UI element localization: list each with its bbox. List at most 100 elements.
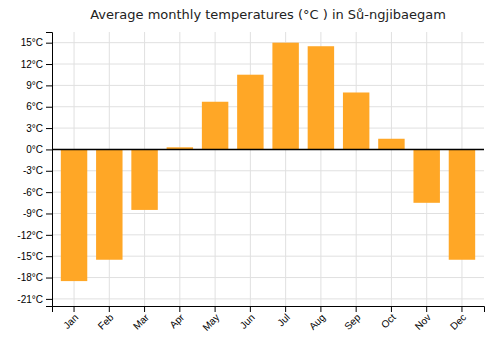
tick: Nov bbox=[413, 306, 433, 332]
bar bbox=[378, 139, 404, 150]
grid-line-y bbox=[52, 64, 484, 65]
tick: May bbox=[200, 306, 221, 333]
grid-line-y bbox=[52, 128, 484, 129]
tick-label: 6°C bbox=[26, 101, 43, 112]
tick-mark bbox=[46, 85, 52, 86]
tick-label: Jun bbox=[238, 312, 257, 331]
tick-mark bbox=[285, 306, 286, 312]
axis-line bbox=[46, 33, 53, 307]
plot: -21°C -18°C -15°C -12°C -9°C -6°C -3°C 0°C 3°C 6°… bbox=[17, 32, 484, 333]
tick: -9°C bbox=[23, 208, 52, 219]
grid bbox=[52, 32, 484, 306]
tick: Jun bbox=[238, 306, 257, 331]
tick-mark bbox=[46, 64, 52, 65]
tick-mark bbox=[320, 306, 321, 312]
bar bbox=[343, 92, 369, 149]
tick-label: 3°C bbox=[26, 123, 43, 134]
tick-label: Jul bbox=[275, 312, 292, 329]
grid-line-y bbox=[52, 42, 484, 43]
tick-label: Aug bbox=[307, 312, 327, 332]
tick-mark bbox=[179, 306, 180, 312]
grid-line-x bbox=[215, 32, 216, 306]
tick-mark bbox=[250, 306, 251, 312]
tick: Aug bbox=[307, 306, 327, 332]
tick-mark bbox=[46, 149, 52, 150]
tick-mark bbox=[74, 306, 75, 312]
tick-mark bbox=[46, 299, 52, 300]
grid-line-y bbox=[52, 106, 484, 107]
tick-mark bbox=[46, 278, 52, 279]
tick: Feb bbox=[96, 306, 116, 332]
tick: 0°C bbox=[26, 144, 52, 155]
zero-line bbox=[52, 149, 484, 151]
chart: -21°C -18°C -15°C -12°C -9°C -6°C -3°C 0°C 3°C 6°… bbox=[0, 0, 500, 350]
grid-line-y bbox=[52, 298, 484, 299]
tick: 12°C bbox=[21, 59, 52, 70]
tick: Mar bbox=[131, 306, 151, 332]
grid-line-y bbox=[52, 277, 484, 278]
grid-line-y bbox=[52, 149, 484, 150]
bars bbox=[52, 43, 484, 281]
tick-mark bbox=[356, 306, 357, 312]
tick: Dec bbox=[448, 306, 468, 332]
y-axis: -21°C -18°C -15°C -12°C -9°C -6°C -3°C 0°C 3°C 6°… bbox=[17, 33, 52, 307]
tick-label: -3°C bbox=[23, 165, 43, 176]
tick-label: Dec bbox=[448, 312, 468, 332]
bar bbox=[308, 46, 334, 149]
tick-label: 0°C bbox=[26, 144, 43, 155]
tick-label: 15°C bbox=[21, 37, 43, 48]
grid-line-x bbox=[391, 32, 392, 306]
bar bbox=[96, 149, 122, 259]
bar bbox=[61, 149, 87, 281]
grid-line-x bbox=[250, 32, 251, 306]
grid-line-x bbox=[356, 32, 357, 306]
tick: 9°C bbox=[26, 80, 52, 91]
tick-label: -18°C bbox=[17, 272, 43, 283]
tick-mark bbox=[46, 171, 52, 172]
tick: Jul bbox=[275, 306, 292, 328]
tick-mark bbox=[426, 306, 427, 312]
bar bbox=[449, 149, 475, 259]
tick-label: Oct bbox=[379, 312, 398, 331]
tick-label: Apr bbox=[167, 311, 186, 330]
tick-label: -21°C bbox=[17, 294, 43, 305]
tick: -15°C bbox=[17, 251, 52, 262]
tick-label: -6°C bbox=[23, 187, 43, 198]
tick-mark bbox=[391, 306, 392, 312]
tick-mark bbox=[461, 306, 462, 312]
tick-label: -9°C bbox=[23, 208, 43, 219]
tick-label: Jan bbox=[61, 312, 80, 331]
tick-mark bbox=[215, 306, 216, 312]
tick: -12°C bbox=[17, 230, 52, 241]
tick: Oct bbox=[379, 306, 398, 330]
bar bbox=[237, 75, 263, 150]
grid-line-x bbox=[179, 32, 180, 306]
tick: 3°C bbox=[26, 123, 52, 134]
tick-mark bbox=[46, 256, 52, 257]
tick-label: Mar bbox=[131, 311, 151, 331]
bar bbox=[272, 43, 298, 150]
tick: -6°C bbox=[23, 187, 52, 198]
tick-label: -15°C bbox=[17, 251, 43, 262]
bar bbox=[202, 102, 228, 150]
tick-label: May bbox=[200, 312, 221, 333]
x-axis: Jan Feb Mar Apr May Jun Jul Aug Sep Oct Nov Dec bbox=[53, 306, 485, 333]
tick-label: -12°C bbox=[17, 230, 43, 241]
tick-mark bbox=[46, 235, 52, 236]
tick: Apr bbox=[167, 306, 186, 330]
tick: Sep bbox=[342, 306, 363, 332]
tick: 6°C bbox=[26, 101, 52, 112]
tick-label: 12°C bbox=[21, 59, 43, 70]
tick-label: Nov bbox=[413, 312, 433, 332]
tick-mark bbox=[46, 213, 52, 214]
tick-mark bbox=[144, 306, 145, 312]
tick-mark bbox=[46, 192, 52, 193]
tick-label: Sep bbox=[342, 311, 363, 332]
tick-mark bbox=[46, 107, 52, 108]
tick: -3°C bbox=[23, 165, 52, 176]
tick-label: 9°C bbox=[26, 80, 43, 91]
title: Average monthly temperatures (°C ) in Sů… bbox=[90, 7, 446, 22]
tick-label: Feb bbox=[96, 311, 116, 331]
tick-mark bbox=[109, 306, 110, 312]
axis-line bbox=[53, 307, 485, 313]
